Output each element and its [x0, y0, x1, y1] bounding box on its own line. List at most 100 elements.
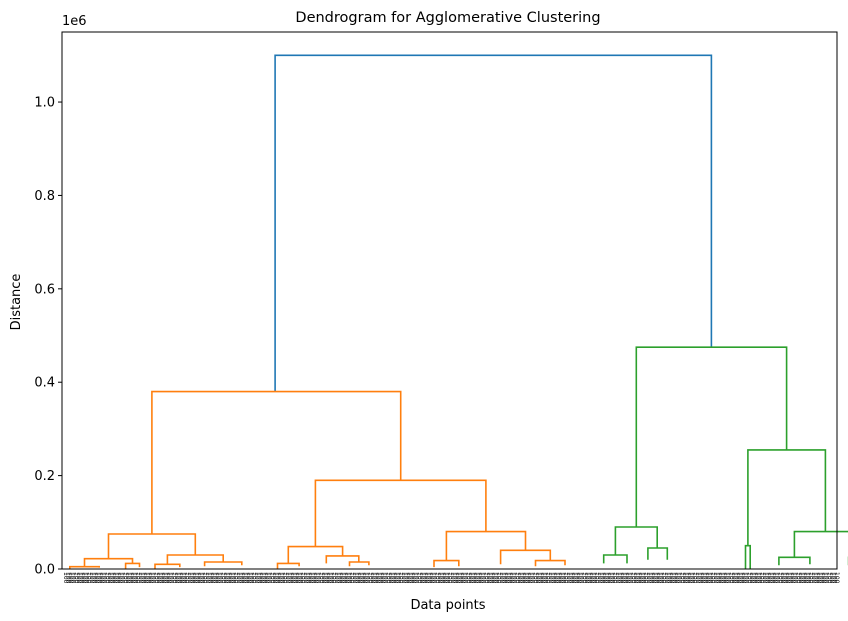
y-tick-label: 0.0 — [34, 563, 55, 578]
leaf-label: 100 — [451, 572, 458, 584]
leaf-label: 100 — [353, 572, 360, 584]
leaf-label: 100 — [627, 572, 634, 584]
leaf-label: 100 — [214, 572, 221, 584]
leaf-label: 100 — [694, 572, 701, 584]
leaf-label: 100 — [769, 572, 776, 584]
leaf-label: 100 — [709, 572, 716, 584]
leaf-label: 100 — [67, 572, 74, 584]
y-tick-label: 1.0 — [34, 96, 55, 111]
leaf-label: 100 — [565, 572, 572, 584]
y-tick-label: 0.6 — [34, 282, 55, 297]
leaf-label: 100 — [441, 572, 448, 584]
leaf-label: 100 — [80, 572, 87, 584]
leaf-label: 100 — [634, 572, 641, 584]
leaf-label: 100 — [725, 572, 732, 584]
leaf-label: 100 — [650, 572, 657, 584]
leaf-label: 100 — [243, 572, 250, 584]
leaf-label: 100 — [312, 572, 319, 584]
leaf-label: 100 — [116, 572, 123, 584]
leaf-label: 100 — [575, 572, 582, 584]
leaf-label: 100 — [219, 572, 226, 584]
leaf-label: 100 — [495, 572, 502, 584]
y-axis-ticks: 0.0 0.2 0.4 0.6 0.8 1.0 — [34, 96, 62, 578]
leaf-label: 100 — [712, 572, 719, 584]
leaf-label: 100 — [364, 572, 371, 584]
leaf-label: 100 — [547, 572, 554, 584]
leaf-label: 100 — [645, 572, 652, 584]
leaf-label: 100 — [420, 572, 427, 584]
leaf-label: 100 — [609, 572, 616, 584]
leaf-label: 100 — [90, 572, 97, 584]
y-tick-label: 0.8 — [34, 189, 55, 204]
leaf-label: 100 — [183, 572, 190, 584]
leaf-label: 100 — [273, 572, 280, 584]
leaf-label: 100 — [402, 572, 409, 584]
leaf-label: 100 — [397, 572, 404, 584]
leaf-label: 100 — [591, 572, 598, 584]
leaf-label: 100 — [521, 572, 528, 584]
leaf-label: 100 — [549, 572, 556, 584]
leaf-label: 100 — [472, 572, 479, 584]
leaf-label: 100 — [147, 572, 154, 584]
leaf-label: 100 — [315, 572, 322, 584]
leaf-label: 100 — [485, 572, 492, 584]
leaf-label: 100 — [119, 572, 126, 584]
leaf-label: 100 — [632, 572, 639, 584]
leaf-label: 100 — [454, 572, 461, 584]
leaf-label: 100 — [408, 572, 415, 584]
leaf-label: 100 — [294, 572, 301, 584]
leaf-label: 100 — [477, 572, 484, 584]
leaf-label: 100 — [539, 572, 546, 584]
leaf-label: 100 — [150, 572, 157, 584]
leaf-label: 100 — [371, 572, 378, 584]
leaf-label: 100 — [160, 572, 167, 584]
leaf-label: 100 — [142, 572, 149, 584]
leaf-label: 100 — [178, 572, 185, 584]
leaf-label: 100 — [139, 572, 146, 584]
leaf-label: 100 — [640, 572, 647, 584]
leaf-label: 100 — [266, 572, 273, 584]
leaf-label: 100 — [155, 572, 162, 584]
leaf-label: 100 — [800, 572, 807, 584]
dendrogram-links — [69, 54, 848, 569]
leaf-label: 100 — [820, 572, 827, 584]
leaf-label: 100 — [433, 572, 440, 584]
leaf-label: 100 — [75, 572, 82, 584]
leaf-label: 100 — [735, 572, 742, 584]
leaf-label: 100 — [281, 572, 288, 584]
leaf-label: 100 — [658, 572, 665, 584]
leaf-label: 100 — [225, 572, 232, 584]
leaf-label: 100 — [157, 572, 164, 584]
leaf-label: 100 — [188, 572, 195, 584]
leaf-label: 100 — [761, 572, 768, 584]
leaf-label: 100 — [418, 572, 425, 584]
leaf-label: 100 — [292, 572, 299, 584]
leaf-label: 100 — [96, 572, 103, 584]
leaf-label: 100 — [740, 572, 747, 584]
leaf-label: 100 — [343, 572, 350, 584]
leaf-label: 100 — [449, 572, 456, 584]
leaf-label: 100 — [604, 572, 611, 584]
leaf-label: 100 — [766, 572, 773, 584]
leaf-label: 100 — [152, 572, 159, 584]
leaf-label: 100 — [825, 572, 832, 584]
leaf-label: 100 — [346, 572, 353, 584]
leaf-label: 100 — [168, 572, 175, 584]
leaf-label: 100 — [108, 572, 115, 584]
leaf-label: 100 — [583, 572, 590, 584]
dendrogram-link — [614, 526, 659, 555]
leaf-label: 100 — [201, 572, 208, 584]
leaf-label: 100 — [503, 572, 510, 584]
leaf-label: 100 — [611, 572, 618, 584]
dendrogram-link — [151, 390, 402, 534]
leaf-label: 100 — [310, 572, 317, 584]
leaf-label: 100 — [333, 572, 340, 584]
dendrogram-link — [433, 559, 460, 568]
leaf-label: 100 — [702, 572, 709, 584]
leaf-label: 100 — [810, 572, 817, 584]
leaf-label: 100 — [307, 572, 314, 584]
leaf-label: 100 — [758, 572, 765, 584]
leaf-label: 100 — [199, 572, 206, 584]
leaf-label: 100 — [127, 572, 134, 584]
leaf-label: 100 — [714, 572, 721, 584]
